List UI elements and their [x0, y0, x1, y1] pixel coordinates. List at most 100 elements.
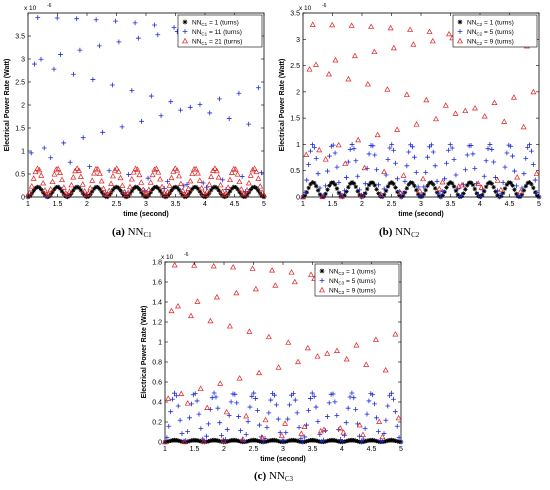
triangle-marker	[314, 353, 321, 359]
plus-marker	[260, 439, 266, 445]
star-marker	[521, 188, 527, 193]
plus-marker	[311, 144, 317, 150]
star-marker	[448, 180, 453, 185]
star-marker	[194, 438, 200, 443]
star-marker	[366, 182, 372, 188]
plus-marker	[534, 189, 540, 195]
x-tick-label: 5	[537, 201, 541, 208]
plus-marker	[319, 278, 325, 283]
caption-c: (c) NNC3	[254, 470, 293, 483]
triangle-marker	[462, 107, 469, 114]
legend-series-name: NN	[192, 39, 202, 46]
plus-marker	[139, 118, 144, 124]
plus-marker	[145, 175, 151, 181]
triangle-marker	[397, 189, 404, 196]
y-tick-label: 0.5	[15, 172, 25, 179]
plus-marker	[489, 147, 495, 152]
star-marker	[313, 438, 319, 443]
star-marker	[256, 188, 261, 193]
triangle-marker	[400, 172, 407, 178]
star-marker	[362, 439, 368, 444]
plus-marker	[342, 188, 347, 194]
data-markers	[300, 21, 542, 200]
star-marker	[212, 184, 218, 190]
x-tick-label: 2.5	[249, 446, 259, 453]
x-tick-label: 4	[478, 201, 482, 208]
star-marker	[225, 439, 230, 444]
series-1	[300, 180, 542, 200]
star-marker	[257, 439, 262, 444]
star-marker	[317, 192, 323, 197]
triangle-marker	[371, 48, 378, 55]
legend-series-sub: C1	[201, 41, 207, 46]
triangle-marker	[159, 183, 166, 190]
triangle-marker	[179, 187, 186, 193]
triangle-marker	[200, 438, 207, 444]
star-marker	[274, 438, 279, 443]
y-tick-label: 0.5	[290, 168, 300, 175]
star-marker	[234, 438, 239, 443]
triangle-marker	[160, 189, 167, 196]
triangle-marker	[47, 186, 54, 192]
star-marker	[255, 438, 260, 443]
plus-marker	[285, 416, 291, 422]
star-marker	[227, 189, 233, 194]
star-marker	[135, 185, 140, 190]
triangle-marker	[191, 262, 198, 268]
star-marker	[208, 438, 213, 443]
star-marker	[342, 193, 347, 198]
triangle-marker	[145, 186, 152, 192]
star-marker	[431, 182, 436, 187]
triangle-marker	[319, 286, 325, 293]
triangle-marker	[410, 41, 417, 47]
plus-marker	[306, 408, 311, 413]
triangle-marker	[197, 385, 204, 391]
plus-marker	[219, 432, 225, 438]
triangle-marker	[361, 164, 368, 171]
star-marker	[432, 186, 438, 191]
plus-marker	[344, 175, 349, 180]
triangle-marker	[176, 172, 183, 179]
plus-marker	[129, 88, 135, 93]
plus-marker	[54, 15, 60, 21]
triangle-marker	[181, 438, 188, 445]
plus-marker	[462, 167, 468, 173]
plus-marker	[58, 52, 63, 57]
triangle-marker	[89, 177, 96, 183]
plus-marker	[211, 390, 217, 396]
plus-marker	[213, 394, 219, 400]
plus-marker	[428, 142, 434, 148]
legend-series-sub: C1	[201, 32, 207, 37]
triangle-marker	[220, 437, 227, 443]
star-marker	[254, 185, 259, 191]
y-multiplier: x 10	[24, 5, 37, 12]
triangle-marker	[198, 184, 205, 191]
y-tick-label: 3	[296, 37, 300, 44]
plus-marker	[168, 99, 174, 105]
triangle-marker	[395, 414, 402, 421]
plus-marker	[487, 142, 493, 147]
triangle-marker	[325, 70, 332, 77]
star-marker	[387, 181, 393, 186]
plus-marker	[479, 187, 485, 193]
star-marker	[349, 180, 355, 185]
triangle-marker	[113, 165, 120, 171]
star-marker	[372, 438, 377, 443]
y-exponent: -6	[184, 252, 189, 258]
chart-c: 1 1.5 2 2.5 3 3.5 4 4.5 5 0 0.2 0.4 0.6 0.8 1 1.2 1.4 1.6…	[141, 252, 404, 463]
triangle-marker	[340, 429, 347, 435]
legend-series-sub: C2	[476, 22, 482, 27]
triangle-marker	[96, 170, 103, 177]
y-multiplier: x 10	[161, 254, 174, 261]
triangle-marker	[177, 180, 184, 186]
star-marker	[208, 187, 214, 193]
star-marker	[353, 438, 358, 443]
plus-marker	[226, 116, 232, 121]
plus-marker	[246, 121, 252, 127]
star-marker	[253, 438, 258, 443]
triangle-marker	[26, 189, 33, 195]
plus-marker	[421, 184, 427, 190]
legend-series-sub: C3	[338, 290, 344, 295]
star-marker	[383, 438, 389, 444]
triangle-marker	[236, 178, 243, 185]
